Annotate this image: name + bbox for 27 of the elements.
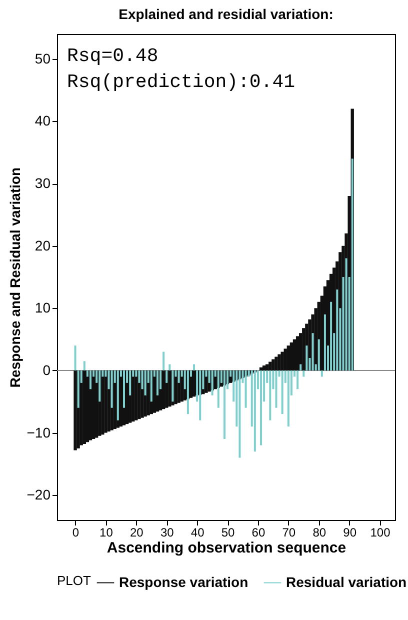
x-tick-label: 30 (160, 526, 174, 540)
y-tick-label: 10 (34, 300, 51, 316)
chart-title: Explained and residial variation: (118, 6, 334, 22)
annotation: Rsq(prediction):0.41 (67, 71, 296, 93)
x-axis-title: Ascending observation sequence (106, 540, 346, 556)
y-tick-label: 40 (34, 112, 51, 129)
y-tick-label: 20 (34, 237, 51, 254)
y-tick-label: −20 (26, 486, 51, 503)
x-tick-label: 60 (252, 526, 266, 540)
legend-label: Response variation (119, 574, 248, 590)
y-tick-label: −10 (26, 424, 51, 440)
y-tick-label: 0 (42, 362, 51, 378)
x-tick-label: 100 (370, 526, 391, 540)
x-tick-label: 0 (72, 526, 80, 540)
y-tick-label: 50 (34, 50, 51, 66)
legend-label: Residual variation (286, 574, 407, 590)
y-axis-title: Response and Residual variation (6, 167, 23, 388)
y-tick-label: 30 (34, 175, 51, 192)
x-tick-label: 80 (312, 526, 326, 540)
x-tick-label: 40 (190, 526, 205, 540)
x-tick-label: 20 (130, 526, 144, 540)
x-tick-label: 90 (343, 526, 357, 540)
x-tick-label: 70 (282, 526, 296, 540)
x-tick-label: 50 (221, 526, 236, 540)
legend-title: PLOT (57, 573, 92, 588)
x-tick-label: 10 (100, 526, 114, 540)
annotation: Rsq=0.48 (67, 45, 158, 67)
